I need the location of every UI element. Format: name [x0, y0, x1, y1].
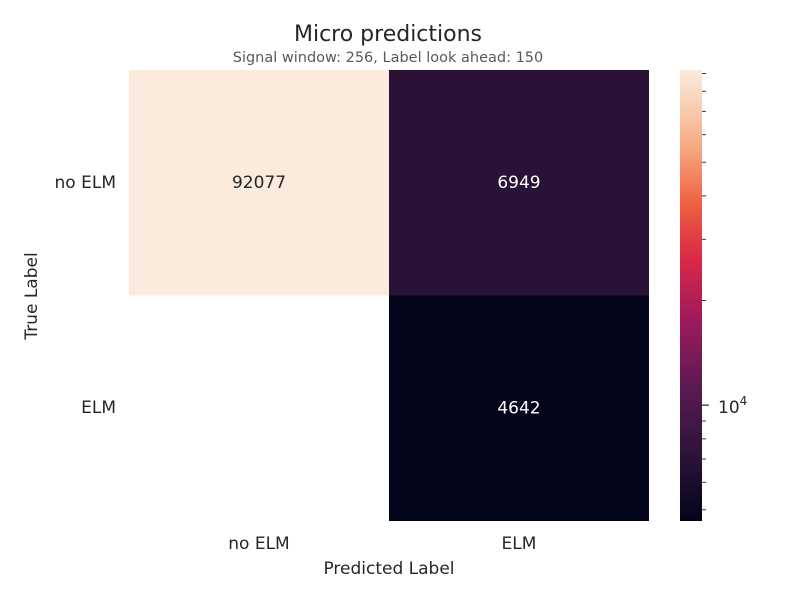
colorbar	[680, 70, 702, 521]
y-tick-label-elm: ELM	[81, 398, 116, 418]
colorbar-ticks	[702, 72, 709, 511]
cell-value-label: 92077	[232, 173, 286, 193]
heatmap-cell	[389, 70, 649, 296]
x-tick-label-elm: ELM	[502, 534, 537, 554]
chart-title: Micro predictions	[294, 22, 482, 47]
x-tick-label-no-elm: no ELM	[228, 534, 289, 554]
colorbar-major-tick-label: 104	[718, 394, 747, 418]
cell-value-label: 4642	[497, 398, 540, 418]
heatmap-cell	[389, 295, 649, 521]
heatmap-cells: 92077 6949 4642	[129, 70, 649, 521]
y-axis-label: True Label	[22, 252, 42, 340]
cell-value-label: 6949	[497, 173, 540, 193]
y-tick-label-no-elm: no ELM	[55, 173, 116, 193]
x-axis-label: Predicted Label	[323, 559, 454, 579]
heatmap-cell	[129, 70, 389, 296]
chart-subtitle: Signal window: 256, Label look ahead: 15…	[233, 50, 544, 66]
